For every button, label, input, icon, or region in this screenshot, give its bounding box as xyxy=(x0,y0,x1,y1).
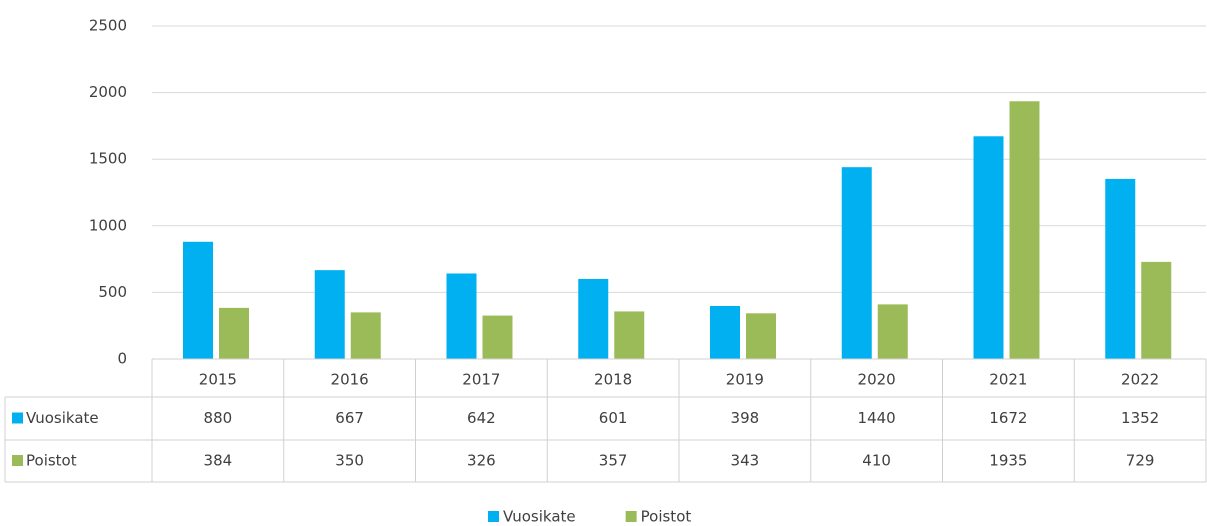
x-tick-label: 2015 xyxy=(199,371,237,389)
table-cell: 410 xyxy=(862,452,891,470)
x-tick-label: 2020 xyxy=(858,371,896,389)
table-cell: 601 xyxy=(599,409,628,427)
y-tick-label: 0 xyxy=(117,350,127,368)
table-cell: 1352 xyxy=(1121,409,1159,427)
table-cell: 326 xyxy=(467,452,496,470)
legend-label: Vuosikate xyxy=(503,508,576,526)
bar xyxy=(578,278,609,359)
bar xyxy=(973,136,1004,359)
bar xyxy=(482,315,513,359)
bar xyxy=(183,241,213,359)
bar xyxy=(841,167,872,359)
x-tick-label: 2018 xyxy=(594,371,632,389)
bar xyxy=(446,273,477,359)
x-tick-label: 2017 xyxy=(462,371,500,389)
bar xyxy=(1141,261,1172,359)
table-cell: 343 xyxy=(731,452,760,470)
y-tick-label: 2000 xyxy=(89,83,127,101)
table-cell: 384 xyxy=(204,452,233,470)
table-cell: 880 xyxy=(204,409,233,427)
table-row-label: Poistot xyxy=(26,452,77,470)
table-cell: 350 xyxy=(335,452,364,470)
bar xyxy=(710,305,740,359)
x-tick-label: 2021 xyxy=(989,371,1027,389)
y-tick-label: 1500 xyxy=(89,150,127,168)
table-cell: 729 xyxy=(1126,452,1155,470)
table-legend-key xyxy=(12,455,23,466)
table-cell: 357 xyxy=(599,452,628,470)
legend-label: Poistot xyxy=(641,508,692,526)
bar xyxy=(314,270,345,359)
bar xyxy=(219,307,249,359)
legend-key xyxy=(488,511,499,522)
x-tick-label: 2019 xyxy=(726,371,764,389)
bar xyxy=(877,304,908,359)
table-cell: 667 xyxy=(335,409,364,427)
bar xyxy=(746,313,776,359)
table-cell: 1935 xyxy=(989,452,1027,470)
table-row-label: Vuosikate xyxy=(26,409,99,427)
x-tick-label: 2016 xyxy=(331,371,369,389)
table-cell: 642 xyxy=(467,409,496,427)
table-legend-key xyxy=(12,412,23,424)
x-tick-label: 2022 xyxy=(1121,371,1159,389)
bar xyxy=(1009,101,1040,360)
table-cell: 398 xyxy=(731,409,760,427)
bar xyxy=(350,312,381,359)
y-tick-label: 1000 xyxy=(89,216,127,234)
bar xyxy=(614,311,645,359)
bar xyxy=(1105,178,1136,359)
legend-key xyxy=(625,511,637,522)
table-cell: 1440 xyxy=(858,409,896,427)
y-tick-label: 2500 xyxy=(89,17,127,35)
y-tick-label: 500 xyxy=(98,283,127,301)
table-cell: 1672 xyxy=(989,409,1027,427)
